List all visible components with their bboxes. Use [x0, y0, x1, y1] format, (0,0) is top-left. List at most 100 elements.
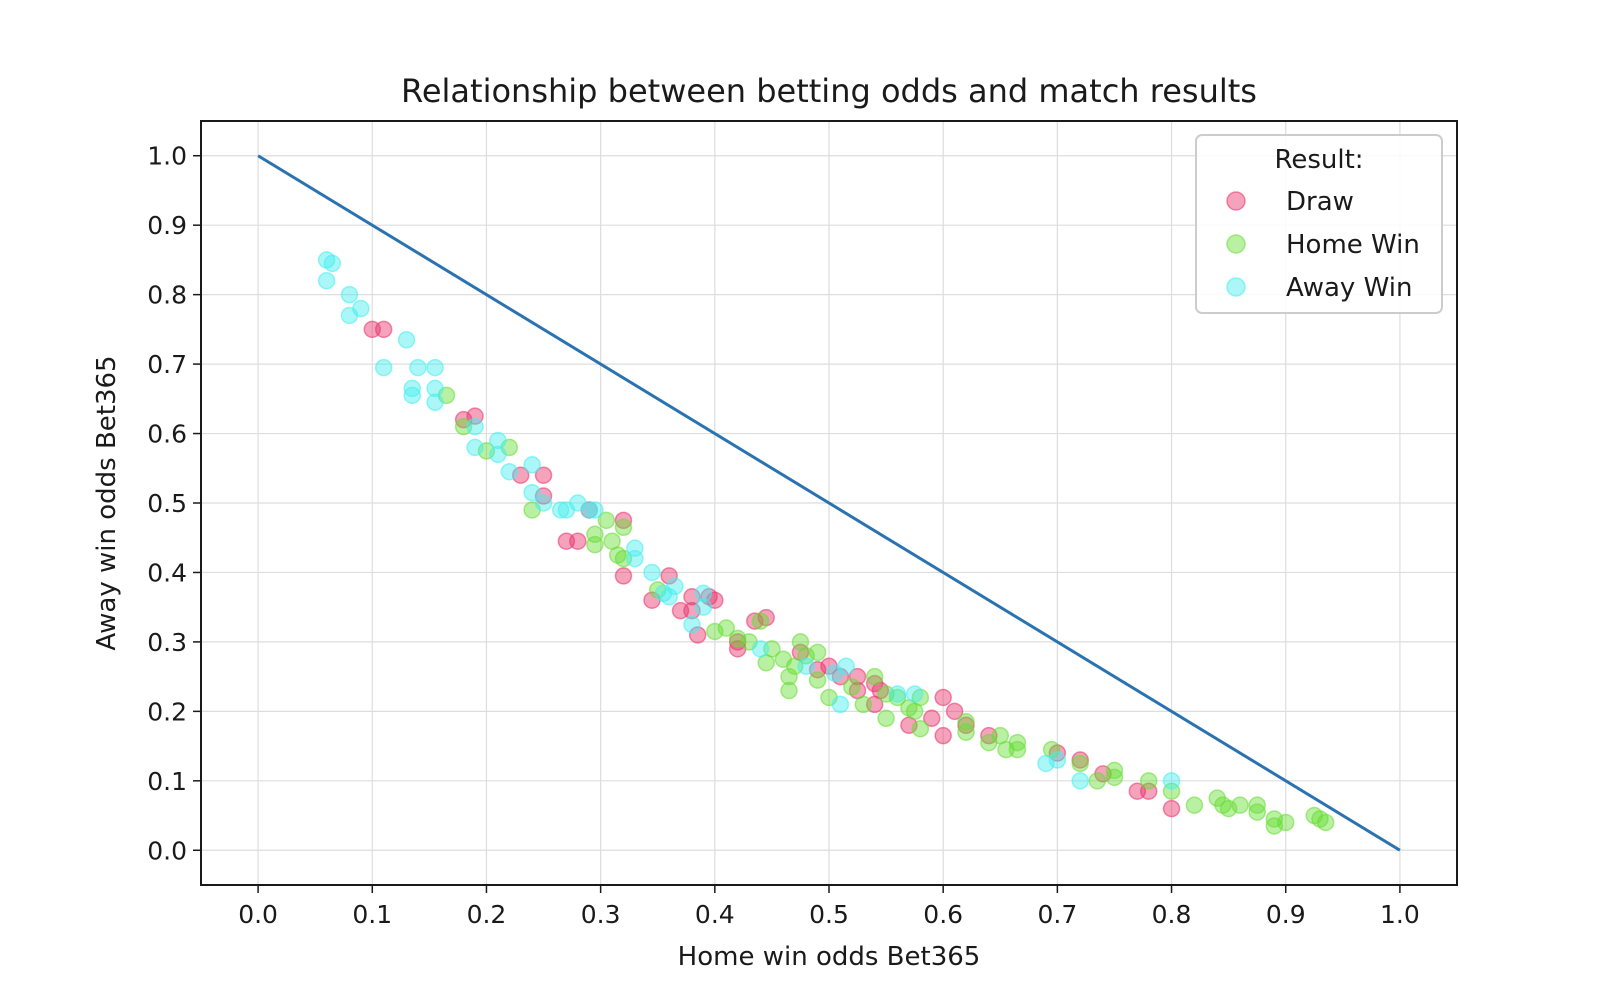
scatter-point	[643, 563, 661, 582]
scatter-point	[1162, 772, 1181, 790]
x-tick-label: 0.2	[467, 900, 507, 929]
scatter-point	[837, 657, 855, 675]
scatter-point	[614, 567, 633, 585]
scatter-point	[489, 431, 507, 450]
scatter-point	[580, 501, 598, 519]
legend-label: Home Win	[1286, 230, 1420, 260]
scatter-point	[403, 386, 421, 405]
scatter-point	[831, 695, 850, 714]
legend-label: Draw	[1286, 187, 1354, 217]
scatter-point	[945, 702, 964, 721]
x-tick-label: 1.0	[1380, 900, 1420, 929]
scatter-point	[1048, 751, 1067, 769]
scatter-point	[317, 271, 336, 290]
legend-items: Draw Home Win Away Win	[1226, 187, 1420, 303]
scatter-point	[854, 695, 873, 714]
y-axis-ticks: 0.0 0.1 0.2 0.3 0.4 0.5 0.6 0.7 0.8 0.9 1.0	[147, 142, 201, 865]
scatter-point	[1185, 796, 1204, 814]
scatter-point	[780, 667, 798, 686]
scatter-point	[660, 588, 678, 606]
scatter-point	[1105, 761, 1124, 780]
y-tick-label: 0.9	[147, 211, 187, 240]
scatter-point	[660, 567, 678, 585]
scatter-point	[688, 626, 707, 644]
legend-label: Away Win	[1286, 273, 1412, 303]
y-tick-label: 0.0	[147, 836, 187, 865]
scatter-point	[1316, 813, 1335, 832]
scatter-point	[1071, 772, 1089, 790]
scatter-point	[551, 501, 570, 519]
scatter-point	[797, 657, 815, 675]
scatter-point	[1105, 768, 1124, 787]
scatter-point	[614, 511, 633, 530]
scatter-point	[1088, 772, 1107, 790]
scatter-point	[780, 681, 798, 700]
scatter-point	[666, 577, 684, 596]
x-tick-label: 0.1	[352, 900, 392, 929]
chart-title: Relationship between betting odds and ma…	[401, 72, 1257, 110]
scatter-point	[374, 358, 393, 377]
scatter-point	[694, 598, 713, 616]
scatter-point	[877, 709, 895, 728]
scatter-point	[1276, 813, 1295, 832]
scatter-point	[694, 584, 713, 603]
scatter-point	[340, 285, 359, 304]
legend-marker	[1226, 234, 1246, 254]
scatter-point	[626, 549, 644, 568]
legend: Result: Draw Home Win Away Win	[1195, 134, 1443, 314]
scatter-point	[569, 532, 587, 550]
scatter-point	[1008, 740, 1027, 759]
y-tick-label: 0.6	[147, 420, 187, 449]
x-tick-label: 0.5	[809, 900, 849, 929]
scatter-point	[957, 723, 975, 741]
x-tick-label: 0.6	[923, 900, 963, 929]
reference-line	[257, 154, 1401, 852]
scatter-point	[426, 379, 444, 398]
scatter-point	[934, 726, 952, 745]
scatter-point	[466, 417, 484, 436]
scatter-point	[397, 331, 416, 349]
scatter-point	[1071, 754, 1089, 773]
scatter-point	[374, 320, 393, 339]
x-axis-title: Home win odds Bet365	[678, 942, 981, 972]
scatter-point	[323, 254, 342, 273]
x-axis-ticks: 0.0 0.1 0.2 0.3 0.4 0.5 0.6 0.7 0.8 0.9 1.0	[238, 885, 1420, 929]
scatter-point	[534, 494, 553, 512]
y-tick-label: 0.7	[147, 350, 187, 379]
scatter-point	[751, 612, 770, 630]
scatter-point	[923, 709, 941, 728]
y-tick-label: 0.5	[147, 489, 187, 518]
scatter-point	[534, 466, 553, 484]
legend-marker	[1226, 191, 1246, 211]
y-axis-title: Away win odds Bet365	[92, 355, 122, 650]
scatter-point	[500, 462, 519, 481]
scatter-point	[888, 685, 907, 703]
legend-marker	[1226, 277, 1246, 297]
scatter-point	[808, 643, 827, 662]
scatter-point	[1248, 796, 1266, 814]
scatter-point	[865, 667, 884, 686]
reference-line-layer	[257, 154, 1401, 852]
y-tick-label: 1.0	[147, 142, 187, 171]
scatter-point	[586, 501, 604, 519]
scatter-point	[426, 393, 444, 412]
scatter-point	[1008, 733, 1027, 752]
points-layer	[317, 251, 1335, 835]
y-tick-label: 0.4	[147, 558, 187, 587]
y-tick-label: 0.1	[147, 767, 187, 796]
scatter-point	[409, 358, 427, 377]
scatter-point	[843, 678, 861, 696]
scatter-point	[1231, 796, 1249, 814]
y-tick-label: 0.2	[147, 697, 187, 726]
scatter-point	[426, 358, 444, 377]
scatter-point	[614, 518, 633, 537]
x-tick-label: 0.4	[695, 900, 735, 929]
y-tick-label: 0.3	[147, 628, 187, 657]
scatter-point	[808, 671, 827, 689]
scatter-point	[1162, 799, 1181, 818]
scatter-point	[586, 535, 604, 554]
scatter-point	[403, 379, 421, 398]
legend-box	[1195, 134, 1443, 314]
scatter-point	[523, 456, 541, 474]
